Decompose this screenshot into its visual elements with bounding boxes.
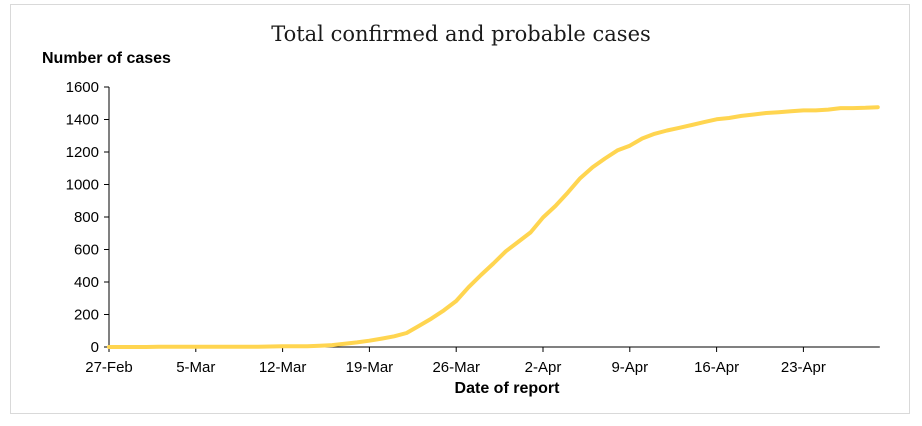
- y-tick-label: 1400: [66, 112, 99, 129]
- x-tick-label: 12-Mar: [259, 359, 307, 376]
- y-tick-label: 800: [74, 209, 99, 226]
- y-axis-label: Number of cases: [42, 50, 171, 67]
- y-tick-label: 1200: [66, 144, 99, 161]
- y-tick-label: 1600: [66, 79, 99, 96]
- x-tick-label: 16-Apr: [694, 359, 739, 376]
- y-tick-label: 200: [74, 307, 99, 324]
- y-tick-label: 600: [74, 242, 99, 259]
- y-tick-label: 0: [91, 339, 99, 356]
- x-tick-label: 19-Mar: [346, 359, 394, 376]
- y-tick-label: 1000: [66, 177, 99, 194]
- x-tick-label: 5-Mar: [176, 359, 215, 376]
- x-axis-label: Date of report: [454, 380, 560, 397]
- x-tick-label: 2-Apr: [525, 359, 562, 376]
- x-tick-label: 27-Feb: [85, 359, 133, 376]
- y-tick-label: 400: [74, 274, 99, 291]
- chart-title: Total confirmed and probable cases: [271, 22, 651, 46]
- x-tick-label: 23-Apr: [781, 359, 826, 376]
- series-line-cases: [107, 105, 880, 349]
- x-tick-label: 26-Mar: [432, 359, 480, 376]
- x-tick-label: 9-Apr: [611, 359, 648, 376]
